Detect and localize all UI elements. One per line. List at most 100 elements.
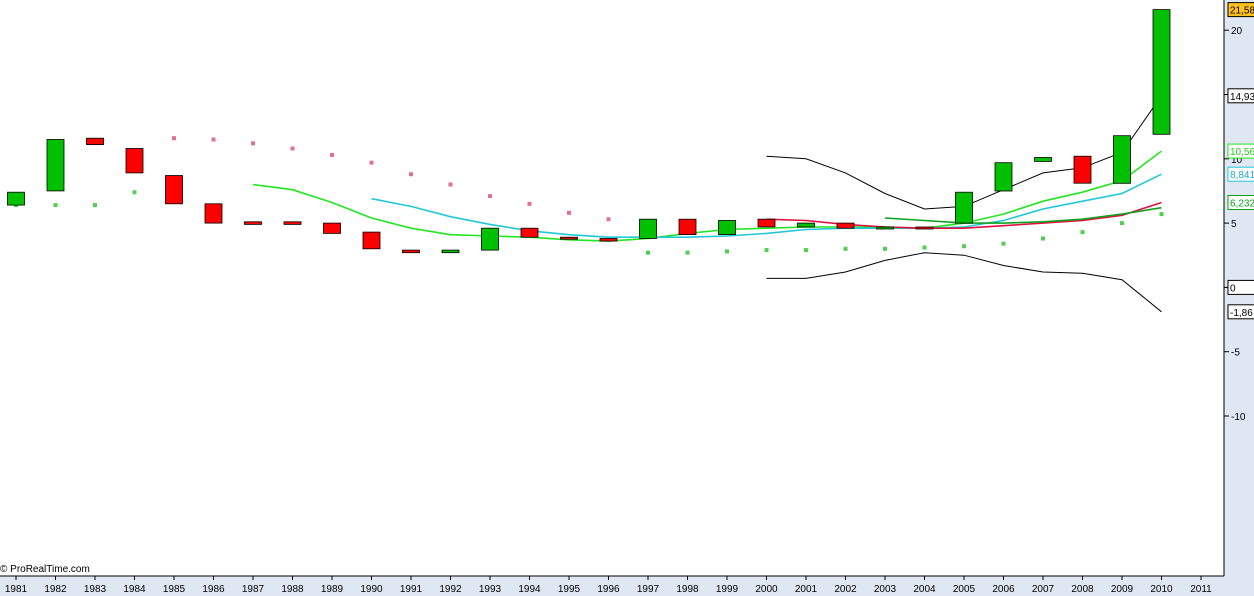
sar-point: [488, 194, 492, 199]
y-tick-label: -5: [1231, 348, 1240, 359]
x-tick-label: 1993: [479, 584, 502, 595]
x-tick-label: 2000: [755, 584, 778, 595]
candle: [244, 221, 262, 225]
sar-point: [448, 182, 453, 187]
x-tick-label: 1996: [597, 584, 620, 595]
sar-point: [1001, 241, 1006, 246]
x-tick-label: 1981: [5, 584, 28, 595]
x-tick-label: 1998: [676, 584, 699, 595]
candle: [86, 137, 104, 145]
x-tick-label: 1999: [716, 584, 739, 595]
sar-point: [567, 210, 571, 215]
candle: [560, 236, 578, 240]
x-tick-label: 2005: [953, 584, 976, 595]
series-line-1: [371, 173, 1162, 238]
sar-point: [330, 152, 334, 157]
x-tick-label: 1997: [637, 584, 660, 595]
y-tick-label: 20: [1231, 26, 1243, 37]
value-label-box: [1227, 143, 1254, 159]
candle: [46, 139, 65, 192]
candle: [520, 227, 539, 238]
candle: [836, 222, 855, 229]
candle: [876, 226, 894, 230]
sar-point: [764, 248, 769, 253]
x-tick-label: 2001: [795, 584, 818, 595]
value-label: 14,93: [1230, 92, 1254, 103]
sar-point: [53, 203, 58, 208]
candle: [125, 148, 144, 174]
sar-point: [1159, 212, 1164, 217]
x-tick-label: 1989: [321, 584, 344, 595]
candle: [441, 249, 460, 254]
series-line-2: [766, 201, 1162, 229]
x-axis-band: [0, 576, 1254, 596]
value-label: 10,56: [1230, 147, 1254, 158]
x-tick-label: 2002: [834, 584, 857, 595]
sar-point: [93, 203, 97, 208]
value-label-box: [1227, 88, 1254, 104]
sar-point: [290, 146, 295, 151]
sar-point: [685, 250, 690, 255]
candle: [7, 191, 25, 206]
value-label: 0: [1230, 283, 1236, 294]
x-tick-label: 1994: [518, 584, 541, 595]
value-label-box: [1227, 195, 1254, 210]
x-tick-label: 2010: [1150, 584, 1173, 595]
sar-point: [1080, 230, 1085, 235]
x-tick-label: 2003: [874, 584, 897, 595]
series-line-5: [766, 252, 1162, 313]
candle: [915, 226, 934, 230]
sar-point: [1041, 236, 1045, 241]
candle: [797, 222, 815, 228]
value-label-box: [1227, 166, 1254, 182]
x-tick-label: 1984: [123, 584, 146, 595]
x-tick-label: 2007: [1032, 584, 1055, 595]
x-tick-label: 2004: [913, 584, 936, 595]
candle: [718, 220, 736, 236]
candle: [362, 231, 381, 250]
sar-point: [843, 246, 848, 251]
candle: [678, 218, 697, 235]
candle: [994, 162, 1013, 192]
sar-point: [409, 172, 413, 177]
candle: [955, 191, 973, 224]
candle: [599, 238, 618, 242]
x-tick-label: 2008: [1071, 584, 1094, 595]
x-tick-label: 1990: [360, 584, 383, 595]
x-tick-label: 1991: [400, 584, 423, 595]
x-tick-label: 1987: [242, 584, 265, 595]
watermark: © ProRealTime.com: [0, 564, 90, 575]
candle: [1034, 157, 1052, 162]
y-tick-label: 10: [1231, 155, 1243, 166]
candle: [165, 175, 183, 205]
candle: [1152, 9, 1171, 135]
x-tick-label: 2006: [992, 584, 1015, 595]
sar-point: [211, 137, 216, 142]
value-label-box: [1227, 279, 1254, 295]
candle: [1073, 155, 1092, 184]
sar-point: [725, 249, 729, 254]
sar-point: [804, 248, 808, 253]
series-line-0: [252, 150, 1162, 242]
candle: [1113, 135, 1131, 184]
x-tick-label: 1992: [439, 584, 462, 595]
sar-point: [606, 217, 611, 222]
y-tick-label: 5: [1231, 219, 1237, 230]
x-tick-label: 1982: [44, 584, 67, 595]
sar-point: [251, 141, 255, 146]
y-tick-label: -10: [1231, 412, 1246, 423]
value-label: 6,232: [1230, 199, 1254, 210]
x-tick-label: 1983: [84, 584, 107, 595]
sar-point: [132, 190, 137, 195]
x-tick-label: 2009: [1111, 584, 1134, 595]
candle: [757, 218, 776, 228]
value-label-box: [1227, 2, 1254, 18]
candle: [283, 221, 302, 225]
value-label: -1,86: [1230, 308, 1253, 319]
sar-point: [883, 246, 887, 251]
value-label-box: [1227, 304, 1254, 320]
candle: [204, 203, 223, 224]
x-tick-label: 1995: [558, 584, 581, 595]
candle: [323, 222, 341, 234]
